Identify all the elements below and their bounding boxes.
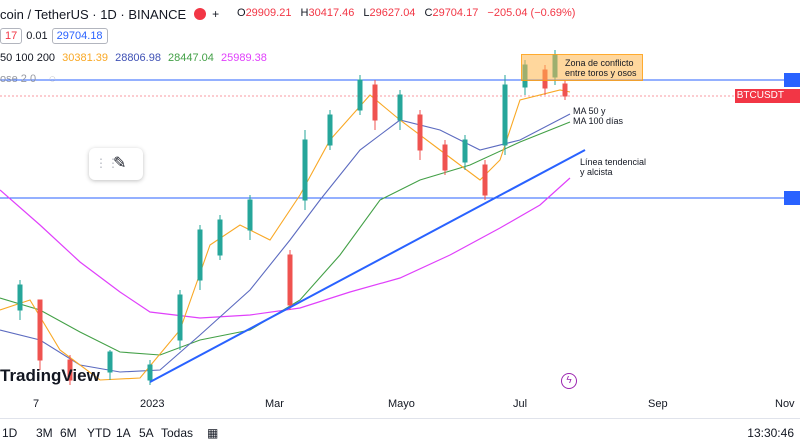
drawing-toolbar[interactable]: ⋮⋮ ✎ [89, 148, 143, 180]
alert-icon[interactable] [194, 8, 207, 20]
price-tag: BTCUSDT [734, 89, 786, 103]
trend-annotation: Línea tendencial y alcista [580, 157, 647, 177]
price-chart[interactable] [0, 0, 800, 395]
drag-handle-icon[interactable]: ⋮⋮ [95, 156, 119, 170]
change-readout: −205.04 (−0.69%) [487, 7, 576, 19]
conflict-zone-label: Zona de conflicto entre toros y osos [565, 58, 637, 78]
trade-bar: 17 0.01 29704.18 [0, 28, 108, 44]
plus-icon[interactable]: + [212, 7, 220, 21]
brush-icon[interactable]: ✎ [113, 155, 127, 172]
tf-5a[interactable]: 5A [139, 426, 154, 440]
lightning-icon[interactable]: ϟ [561, 373, 577, 389]
symbol-header: coin / TetherUS · 1D · BINANCE + [0, 6, 219, 22]
current-price-box [784, 89, 800, 103]
buy-price[interactable]: 29704.18 [51, 28, 108, 44]
hidden-indicator[interactable]: ose 2 0 ◌ [0, 73, 56, 85]
tf-ytd[interactable]: YTD [87, 426, 111, 440]
conflict-zone-box[interactable] [521, 54, 643, 81]
sell-price[interactable]: 17 [0, 28, 23, 44]
ma-annotation: MA 50 y MA 100 días [573, 106, 624, 126]
ma-legend[interactable]: 50 100 200 30381.39 28806.98 28447.04 25… [0, 52, 267, 64]
trend-line [149, 149, 586, 383]
calendar-icon[interactable]: ▦ [207, 426, 219, 440]
spread: 0.01 [26, 30, 48, 42]
ohlc-readout: O29909.21 H30417.46 L29627.04 C29704.17 … [237, 7, 576, 19]
symbol-title[interactable]: coin / TetherUS · 1D · BINANCE [0, 6, 187, 22]
clock[interactable]: 13:30:46 [747, 426, 794, 440]
tf-1d[interactable]: 1D [2, 426, 18, 440]
bottom-toolbar: 1D 3M 6M YTD 1A 5A Todas ▦ 13:30:46 [0, 418, 800, 446]
candles [17, 50, 568, 385]
ema-line [0, 89, 571, 381]
ma100-line [0, 121, 571, 356]
tf-6m[interactable]: 6M [60, 426, 77, 440]
hline-tag-bottom [784, 191, 800, 205]
hline-tag-top [784, 73, 800, 87]
tf-3m[interactable]: 3M [36, 426, 53, 440]
ma50-line [0, 113, 571, 373]
ma200-line [0, 177, 571, 319]
eye-off-icon[interactable]: ◌ [49, 73, 56, 85]
tf-todas[interactable]: Todas [161, 426, 194, 440]
tradingview-watermark: TradingView [0, 366, 100, 385]
time-axis[interactable]: 7 2023 Mar Mayo Jul Sep Nov [33, 398, 795, 410]
tf-1a[interactable]: 1A [116, 426, 131, 440]
